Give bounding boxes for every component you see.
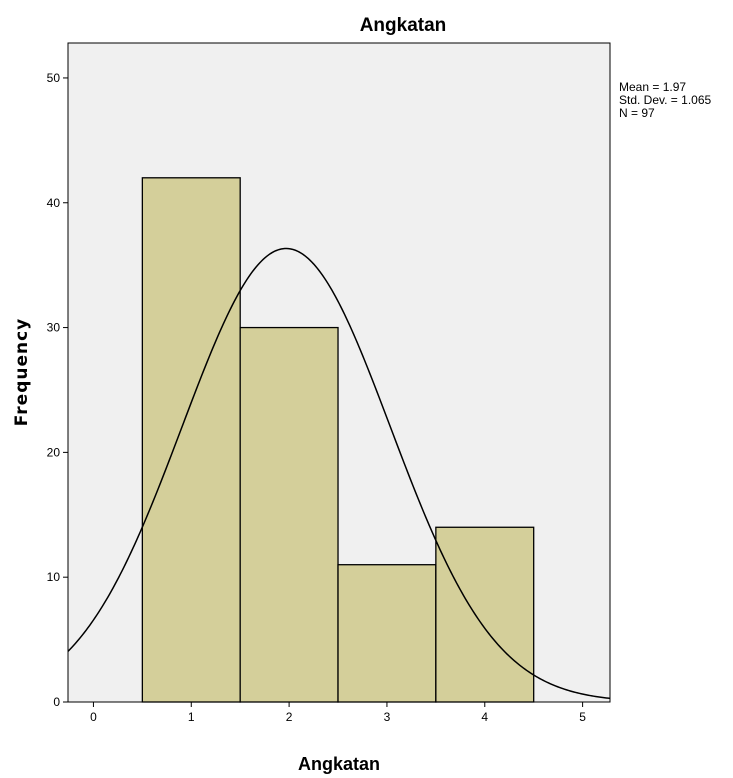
x-tick-label-0: 0 — [90, 710, 97, 724]
x-tick-label-2: 2 — [286, 710, 293, 724]
y-tick-label-30: 30 — [47, 321, 61, 335]
x-tick-label-4: 4 — [481, 710, 488, 724]
stat-line: Std. Dev. = 1.065 — [619, 93, 711, 107]
stat-line: Mean = 1.97 — [619, 80, 686, 94]
x-axis-label: Angkatan — [298, 754, 380, 774]
bar-3 — [337, 564, 437, 703]
chart-title: Angkatan — [360, 15, 447, 36]
bar-4 — [435, 526, 535, 703]
normal-curve — [67, 247, 611, 700]
y-tick-label-50: 50 — [47, 71, 61, 85]
y-axis: 0 10 20 30 40 50 — [47, 71, 68, 709]
y-axis-label: Frequency — [12, 318, 32, 427]
stat-line: N = 97 — [619, 106, 655, 120]
bar-2 — [239, 326, 339, 703]
x-axis: 0 1 2 3 4 5 — [90, 702, 586, 724]
y-tick-label-40: 40 — [47, 196, 61, 210]
x-tick-label-1: 1 — [188, 710, 195, 724]
y-tick-label-20: 20 — [47, 445, 61, 459]
x-tick-label-5: 5 — [579, 710, 586, 724]
bar-1 — [141, 177, 241, 703]
x-tick-label-3: 3 — [384, 710, 391, 724]
y-tick-label-0: 0 — [53, 695, 60, 709]
y-tick-label-10: 10 — [47, 570, 61, 584]
bars-group — [141, 177, 535, 703]
